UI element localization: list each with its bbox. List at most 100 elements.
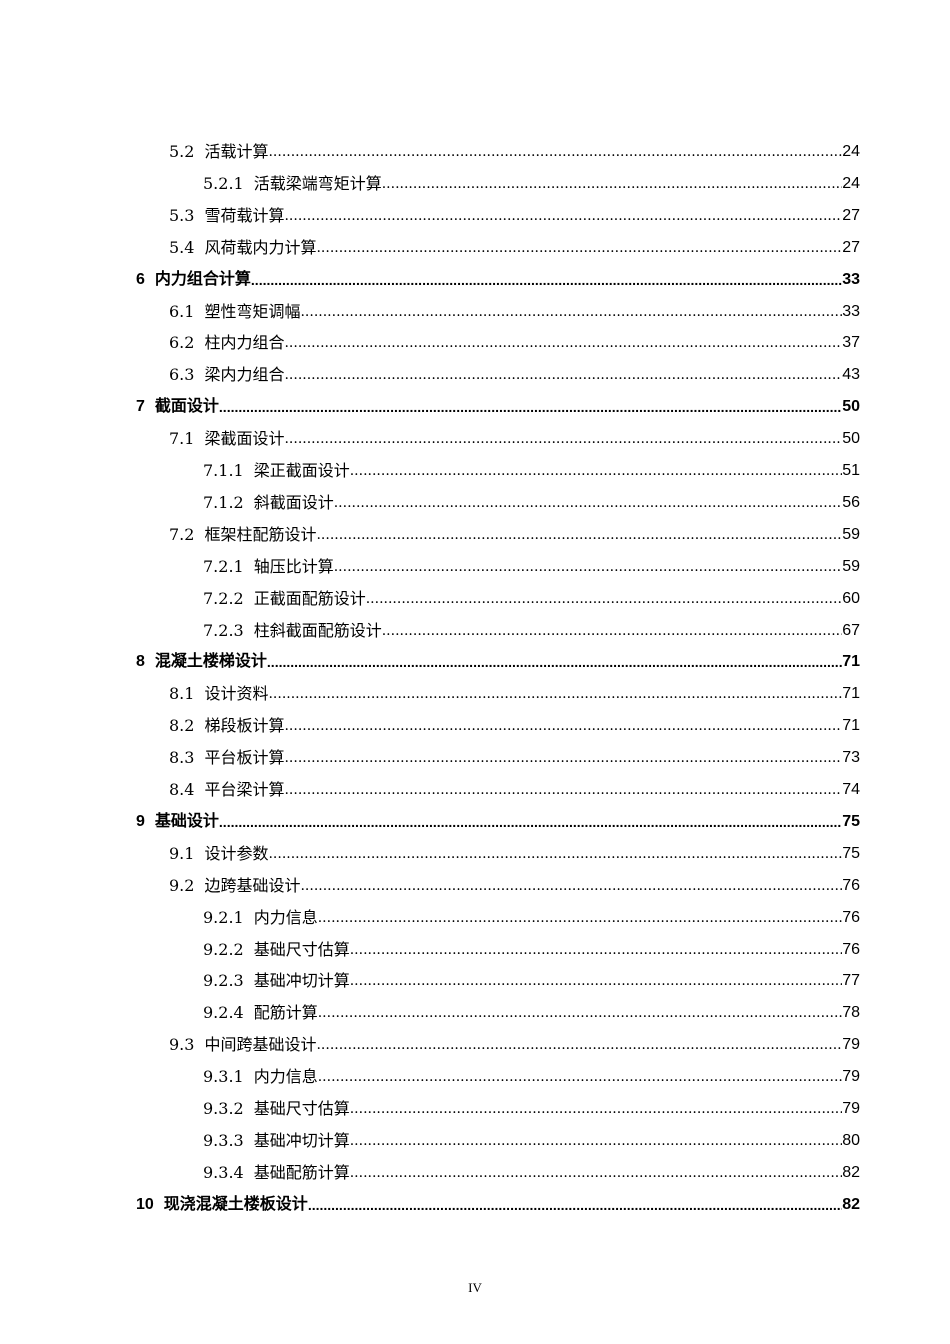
- toc-entry-number: 8: [136, 653, 145, 671]
- toc-entry[interactable]: 5.4 风荷载内力计算 27: [169, 237, 860, 259]
- toc-entry-title: 梁内力组合: [204, 365, 285, 385]
- toc-entry[interactable]: 9.3.3 基础冲切计算 80: [203, 1130, 860, 1152]
- toc-entry-page: 71: [842, 717, 860, 735]
- toc-entry[interactable]: 5.2.1 活载梁端弯矩计算 24: [203, 173, 860, 195]
- toc-entry-number: 5.2.1: [203, 173, 244, 193]
- toc-entry[interactable]: 8.3 平台板计算 73: [169, 747, 860, 769]
- dot-leader: [350, 460, 842, 482]
- toc-entry[interactable]: 5.3 雪荷载计算 27: [169, 205, 860, 227]
- toc-entry[interactable]: 9.2 边跨基础设计 76: [169, 875, 860, 897]
- toc-entry-title: 混凝土楼梯设计: [154, 653, 267, 671]
- toc-entry-page: 82: [842, 1195, 860, 1213]
- toc-entry-page: 56: [842, 493, 860, 511]
- toc-entry[interactable]: 9.3.2 基础尺寸估算 79: [203, 1098, 860, 1120]
- toc-entry-number: 10: [136, 1195, 154, 1213]
- toc-entry[interactable]: 8 混凝土楼梯设计 71: [136, 651, 860, 673]
- dot-leader: [382, 620, 842, 642]
- toc-entry[interactable]: 5.2 活载计算 24: [169, 141, 860, 163]
- toc-entry-page: 80: [842, 1131, 860, 1149]
- toc-entry[interactable]: 7.2 框架柱配筋设计 59: [169, 524, 860, 546]
- toc-entry[interactable]: 7.1.2 斜截面设计 56: [203, 492, 860, 514]
- toc-entry-page: 43: [842, 366, 860, 384]
- toc-entry-page: 50: [842, 398, 860, 416]
- toc-entry[interactable]: 9.2.3 基础冲切计算 77: [203, 970, 860, 992]
- toc-entry[interactable]: 6.1 塑性弯矩调幅 33: [169, 301, 860, 323]
- toc-entry-number: 9.3.4: [203, 1162, 244, 1182]
- toc-entry-number: 9: [136, 812, 145, 830]
- toc-entry[interactable]: 7.2.1 轴压比计算 59: [203, 556, 860, 578]
- toc-entry-number: 7.2.1: [203, 556, 244, 576]
- page-number: IV: [468, 1280, 482, 1295]
- toc-entry-number: 7.1.1: [203, 461, 244, 480]
- toc-entry[interactable]: 9.3 中间跨基础设计 79: [169, 1034, 860, 1056]
- dot-leader: [300, 301, 842, 323]
- toc-entry-number: 5.2: [169, 142, 195, 161]
- toc-entry-title: 基础配筋计算: [253, 1162, 350, 1182]
- toc-entry-page: 79: [842, 1036, 860, 1054]
- toc-entry-title: 活载梁端弯矩计算: [253, 173, 382, 193]
- toc-entry-page: 82: [842, 1163, 860, 1181]
- toc-entry-page: 24: [842, 143, 860, 160]
- toc-entry-page: 27: [842, 238, 860, 256]
- toc-entry-title: 柱斜截面配筋设计: [253, 620, 382, 640]
- dot-leader: [350, 1162, 842, 1184]
- toc-entry-title: 活载计算: [204, 142, 269, 161]
- dot-leader: [268, 683, 842, 705]
- toc-entry-number: 9.1: [169, 843, 195, 863]
- toc-entry-title: 轴压比计算: [253, 556, 334, 576]
- toc-entry[interactable]: 10 现浇混凝土楼板设计 82: [136, 1194, 860, 1216]
- toc-entry[interactable]: 6.3 梁内力组合 43: [169, 364, 860, 386]
- dot-leader: [284, 779, 842, 801]
- toc-entry[interactable]: 8.1 设计资料 71: [169, 683, 860, 705]
- dot-leader: [382, 173, 842, 195]
- toc-entry-title: 雪荷载计算: [204, 205, 285, 225]
- dot-leader: [219, 811, 842, 833]
- toc-entry[interactable]: 9.2.4 配筋计算 78: [203, 1002, 860, 1024]
- toc-entry-page: 33: [842, 270, 860, 288]
- toc-entry-number: 8.2: [169, 716, 195, 736]
- dot-leader: [350, 1130, 842, 1152]
- toc-entry-title: 设计参数: [204, 843, 269, 863]
- toc-entry-title: 框架柱配筋设计: [204, 524, 317, 544]
- toc-entry[interactable]: 7.2.2 正截面配筋设计 60: [203, 588, 860, 610]
- toc-entry-page: 59: [842, 525, 860, 543]
- dot-leader: [284, 364, 842, 386]
- toc-entry-title: 基础冲切计算: [253, 971, 350, 991]
- dot-leader: [318, 1066, 842, 1088]
- dot-leader: [219, 396, 842, 418]
- toc-entry-page: 67: [842, 621, 860, 639]
- toc-entry-number: 6.3: [169, 365, 195, 385]
- dot-leader: [284, 205, 842, 227]
- toc-entry-number: 9.3.2: [203, 1099, 244, 1118]
- dot-leader: [284, 747, 842, 769]
- toc-entry-page: 74: [842, 781, 860, 798]
- toc-entry-page: 77: [842, 972, 860, 990]
- dot-leader: [334, 556, 842, 578]
- toc-entry[interactable]: 6 内力组合计算 33: [136, 269, 860, 291]
- toc-entry-page: 73: [842, 749, 860, 767]
- toc-entry[interactable]: 9.2.1 内力信息 76: [203, 907, 860, 929]
- toc-entry[interactable]: 7.2.3 柱斜截面配筋设计 67: [203, 620, 860, 642]
- toc-entry[interactable]: 9.3.4 基础配筋计算 82: [203, 1162, 860, 1184]
- toc-entry[interactable]: 7 截面设计 50: [136, 396, 860, 418]
- toc-entry-title: 梯段板计算: [204, 716, 285, 736]
- toc-entry[interactable]: 8.4 平台梁计算 74: [169, 779, 860, 801]
- toc-entry[interactable]: 8.2 梯段板计算 71: [169, 715, 860, 737]
- toc-entry[interactable]: 9.3.1 内力信息 79: [203, 1066, 860, 1088]
- toc-entry-page: 33: [842, 302, 860, 320]
- toc-entry-title: 基础冲切计算: [253, 1130, 350, 1150]
- toc-entry[interactable]: 9.2.2 基础尺寸估算 76: [203, 939, 860, 961]
- toc-entry-number: 7.2.2: [203, 588, 244, 608]
- toc-entry[interactable]: 6.2 柱内力组合 37: [169, 332, 860, 354]
- toc-entry[interactable]: 7.1.1 梁正截面设计 51: [203, 460, 860, 482]
- toc-entry[interactable]: 9.1 设计参数 75: [169, 843, 860, 865]
- dot-leader: [251, 269, 842, 291]
- toc-entry-number: 7.2: [169, 524, 195, 544]
- toc-entry[interactable]: 9 基础设计 75: [136, 811, 860, 833]
- dot-leader: [284, 332, 842, 354]
- dot-leader: [350, 1098, 842, 1120]
- dot-leader: [308, 1194, 842, 1216]
- toc-entry[interactable]: 7.1 梁截面设计 50: [169, 428, 860, 450]
- toc-entry-title: 基础尺寸估算: [253, 939, 350, 959]
- toc-entry-page: 79: [842, 1100, 860, 1117]
